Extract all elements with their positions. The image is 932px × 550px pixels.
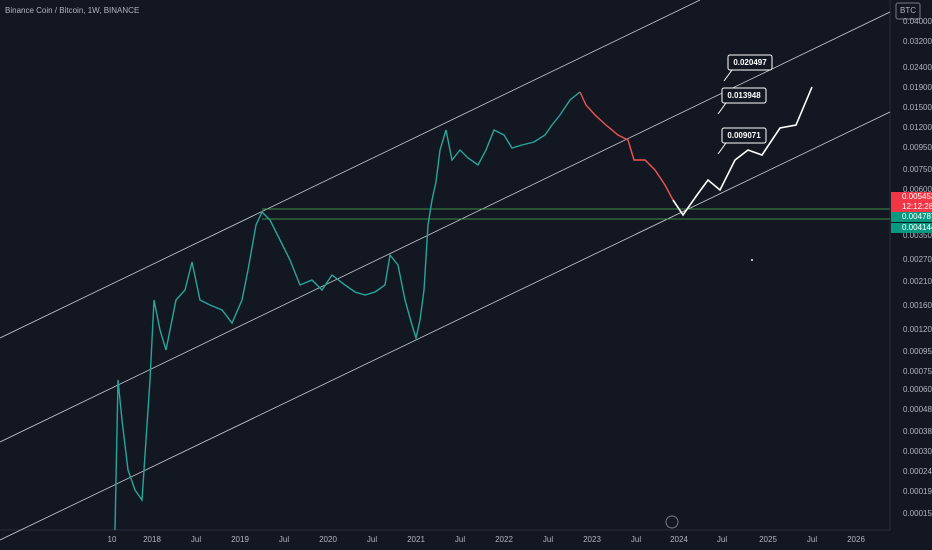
price-recent (579, 91, 674, 201)
time-label: 10 (108, 535, 117, 544)
time-label: 2023 (583, 535, 601, 544)
time-label: Jul (717, 535, 727, 544)
time-label: 2022 (495, 535, 513, 544)
time-label: Jul (455, 535, 465, 544)
currency: BTC (900, 6, 916, 15)
annotation-label: 0.013948 (727, 91, 761, 100)
time-label: Jul (807, 535, 817, 544)
price-tag-label: 0.004144 (902, 223, 932, 232)
event-icon[interactable] (665, 515, 679, 529)
time-label: 2018 (143, 535, 161, 544)
annotation-box (727, 54, 773, 71)
price-tag-label: 0.004787 (902, 212, 932, 221)
chart-title: Binance Coin / Bitcoin, 1W, BINANCE (5, 6, 139, 15)
annotation-pointer (723, 69, 733, 82)
time-label: 2026 (847, 535, 865, 544)
channel-top (0, 0, 701, 339)
price-tag (891, 223, 932, 233)
time-label: Jul (631, 535, 641, 544)
currency-box[interactable] (895, 2, 921, 20)
time-label: Jul (543, 535, 553, 544)
price-tag-label: 0.005453 (902, 192, 932, 201)
time-label: Jul (367, 535, 377, 544)
annotation-label: 0.009071 (727, 131, 761, 140)
time-label: 2020 (319, 535, 337, 544)
channel (0, 0, 891, 541)
time-label: 2019 (231, 535, 249, 544)
dot (751, 259, 753, 261)
time-label: Jul (279, 535, 289, 544)
time-label: 2021 (407, 535, 425, 544)
annotation-pointer (717, 102, 727, 115)
price-tag-time: 12:12:28 (902, 202, 932, 211)
price-tag (891, 192, 932, 212)
annotation-box (721, 87, 767, 104)
price-history (114, 91, 581, 531)
annotation-box (721, 127, 767, 144)
time-label: Jul (191, 535, 201, 544)
annotation-pointer (717, 142, 727, 155)
time-label: 2024 (670, 535, 688, 544)
annotation-label: 0.020497 (733, 58, 767, 67)
channel-middle (0, 11, 891, 443)
time-label: 2025 (759, 535, 777, 544)
projection-path (672, 86, 813, 217)
channel-bottom (0, 111, 891, 541)
price-tag (891, 212, 932, 222)
